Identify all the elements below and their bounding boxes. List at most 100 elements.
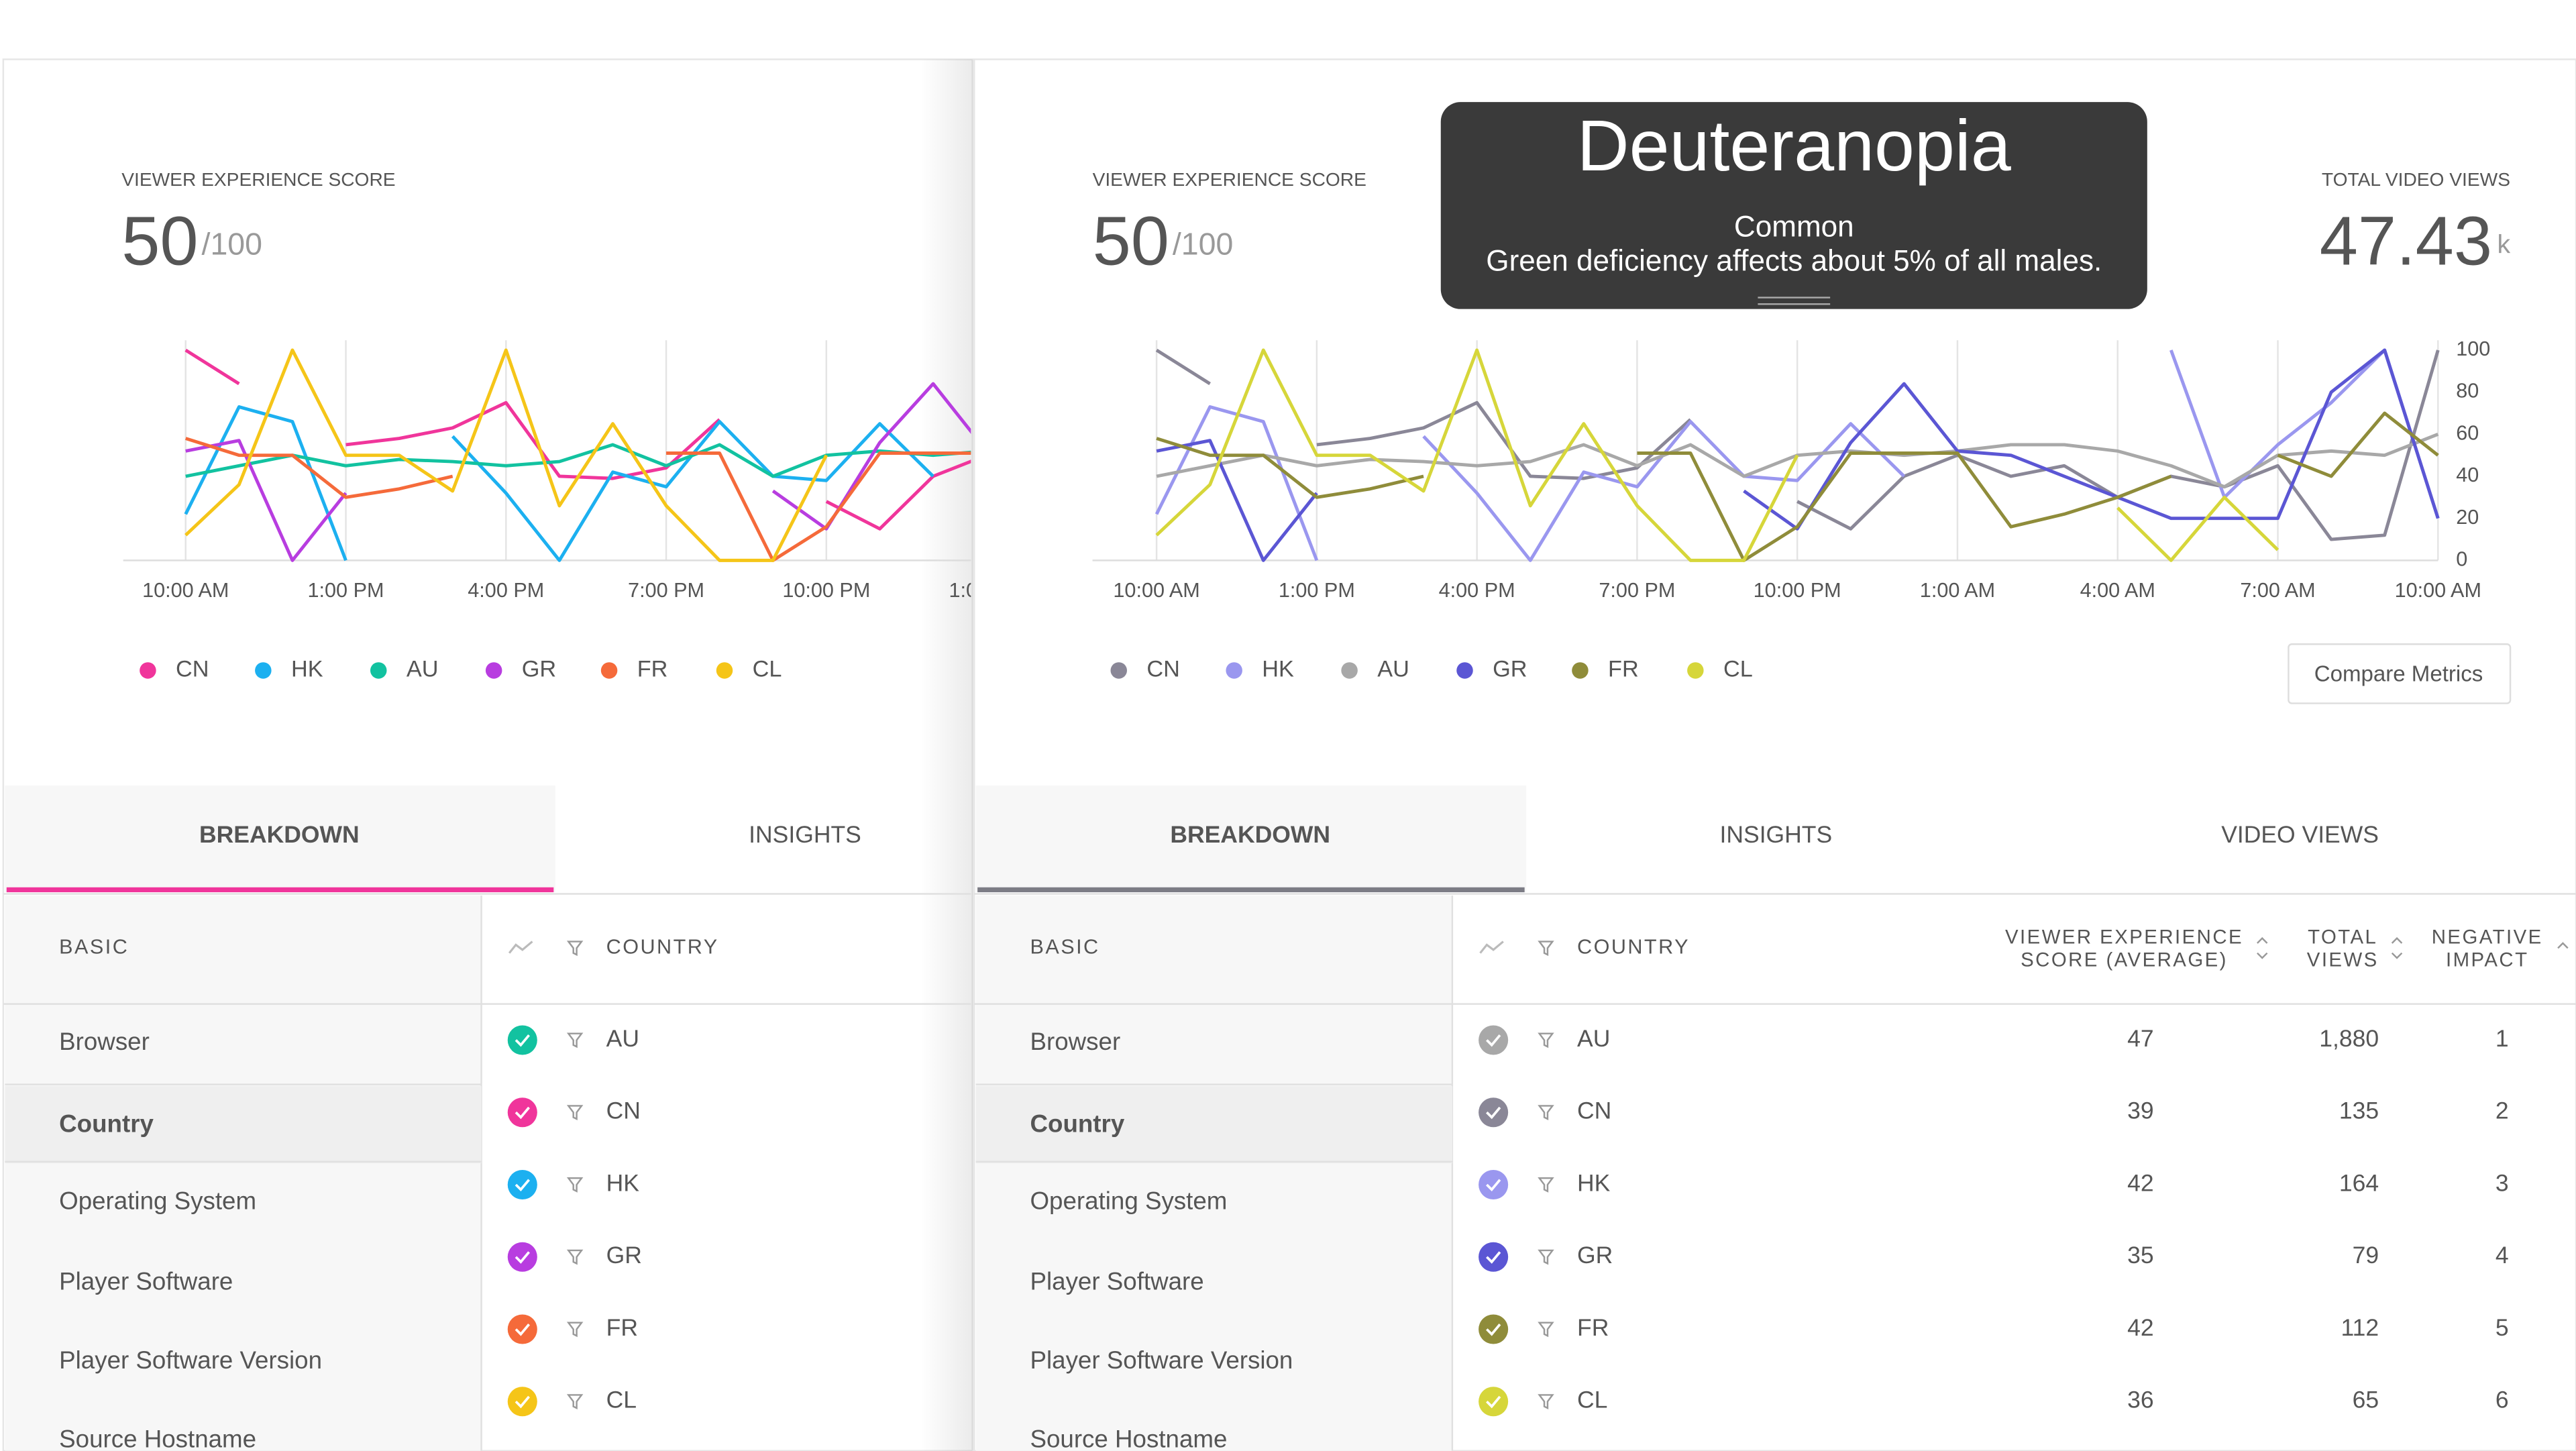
check-circle[interactable] bbox=[507, 1169, 537, 1200]
column-header[interactable]: NEGATIVE bbox=[2432, 926, 2543, 948]
check-mark bbox=[515, 1179, 530, 1192]
country: CN bbox=[606, 1097, 641, 1124]
legend-swatch bbox=[1456, 662, 1473, 679]
check-circle[interactable] bbox=[507, 1314, 537, 1344]
tab-bar bbox=[5, 785, 555, 893]
legend-swatch bbox=[370, 662, 387, 679]
check-circle[interactable] bbox=[1479, 1314, 1509, 1344]
filter-icon bbox=[566, 1032, 584, 1049]
tab[interactable]: BREAKDOWN bbox=[199, 821, 360, 848]
check-circle[interactable] bbox=[1479, 1025, 1509, 1055]
tooltip-subtitle: Common bbox=[1734, 210, 1854, 243]
compare-button-label[interactable]: Compare Metrics bbox=[2314, 662, 2483, 687]
check-circle[interactable] bbox=[1479, 1242, 1509, 1272]
country: GR bbox=[606, 1242, 642, 1269]
column-header[interactable]: SCORE (AVERAGE) bbox=[2021, 949, 2228, 971]
dimension[interactable]: Player Software bbox=[59, 1268, 233, 1295]
y-tick-label: 20 bbox=[2456, 506, 2479, 529]
column-header[interactable]: IMPACT bbox=[2446, 949, 2529, 971]
legend-swatch bbox=[716, 662, 733, 679]
legend-label: GR bbox=[1493, 657, 1527, 682]
check-mark bbox=[515, 1323, 530, 1336]
filter-icon bbox=[566, 1177, 584, 1193]
check-circle[interactable] bbox=[507, 1097, 537, 1128]
x-tick-label: 1:00 AM bbox=[1920, 579, 1995, 602]
filter-icon bbox=[1538, 1249, 1554, 1265]
left-content: VIEWER EXPERIENCE SCORE 50/100 10:00 AM 1:0… bbox=[3, 169, 971, 1451]
tab[interactable]: BREAKDOWN bbox=[1170, 821, 1330, 848]
filter-icon bbox=[1538, 941, 1554, 957]
impact-cell: 2 bbox=[2496, 1097, 2509, 1124]
check-circle[interactable] bbox=[507, 1242, 537, 1272]
dimension[interactable]: Player Software bbox=[1030, 1268, 1204, 1295]
dimension[interactable]: Country bbox=[1030, 1110, 1125, 1138]
score-value: 50 bbox=[121, 203, 198, 280]
x-tick-label: 10:00 AM bbox=[2395, 579, 2481, 602]
legend-label: HK bbox=[1262, 657, 1294, 682]
check-mark bbox=[1486, 1034, 1501, 1047]
series-line bbox=[1155, 348, 2279, 562]
check-mark bbox=[515, 1251, 530, 1264]
tab[interactable]: INSIGHTS bbox=[1720, 821, 1833, 848]
legend-swatch bbox=[1110, 662, 1127, 679]
check-circle[interactable] bbox=[1479, 1097, 1509, 1128]
dimension[interactable]: Browser bbox=[59, 1028, 150, 1055]
dimension[interactable]: Operating System bbox=[1030, 1187, 1228, 1215]
series-line bbox=[184, 348, 828, 562]
filter-icon bbox=[1538, 1177, 1554, 1193]
dimension[interactable]: Source Hostname bbox=[59, 1426, 256, 1451]
table-bg bbox=[5, 895, 482, 1451]
basic-header: BASIC bbox=[59, 935, 129, 958]
legend-label: HK bbox=[291, 657, 323, 682]
dimension[interactable]: Operating System bbox=[59, 1187, 256, 1215]
x-tick-label: 4:00 AM bbox=[2080, 579, 2155, 602]
tab[interactable]: INSIGHTS bbox=[749, 821, 861, 848]
y-tick-label: 40 bbox=[2456, 464, 2479, 486]
tab-bar bbox=[975, 785, 1527, 893]
check-circle[interactable] bbox=[507, 1025, 537, 1055]
tab[interactable]: VIDEO VIEWS bbox=[2221, 821, 2379, 848]
filter-icon bbox=[566, 941, 584, 957]
legend-label: CL bbox=[1723, 657, 1753, 682]
impact-cell: 1 bbox=[2496, 1025, 2509, 1052]
views-cell: 112 bbox=[2341, 1314, 2379, 1341]
check-circle[interactable] bbox=[507, 1387, 537, 1417]
basic-header: BASIC bbox=[1030, 935, 1100, 958]
series-line bbox=[1156, 411, 2439, 562]
check-mark bbox=[515, 1106, 530, 1120]
legend-label: CL bbox=[753, 657, 782, 682]
column-header[interactable]: VIEWS bbox=[2307, 949, 2379, 971]
dimension[interactable]: Player Software Version bbox=[1030, 1346, 1293, 1374]
impact-cell: 5 bbox=[2496, 1314, 2509, 1341]
country: CN bbox=[1577, 1097, 1611, 1124]
dimension[interactable]: Player Software Version bbox=[59, 1346, 322, 1374]
compare-button[interactable] bbox=[2288, 643, 2512, 704]
check-mark bbox=[1486, 1179, 1501, 1192]
filter-icon bbox=[566, 1249, 584, 1265]
legend-label: FR bbox=[637, 657, 668, 682]
column-header[interactable]: VIEWER EXPERIENCE bbox=[2005, 926, 2243, 948]
dimension[interactable]: Browser bbox=[1030, 1028, 1121, 1055]
dimension[interactable]: Source Hostname bbox=[1030, 1426, 1228, 1451]
sort-icon bbox=[2557, 942, 2569, 949]
check-circle[interactable] bbox=[1479, 1387, 1509, 1417]
dimension[interactable]: Country bbox=[59, 1110, 154, 1138]
x-tick-label: 7:00 PM bbox=[628, 579, 704, 602]
column-header[interactable]: TOTAL bbox=[2308, 926, 2377, 948]
table-bg bbox=[975, 895, 1452, 1451]
score-value: 50 bbox=[1093, 203, 1169, 280]
x-tick-label: 10:00 AM bbox=[142, 579, 229, 602]
country: AU bbox=[606, 1025, 639, 1052]
filter-icon bbox=[1538, 1394, 1554, 1410]
tab-underline bbox=[977, 887, 1525, 893]
country: AU bbox=[1577, 1025, 1610, 1052]
legend-label: AU bbox=[1377, 657, 1409, 682]
check-circle[interactable] bbox=[1479, 1169, 1509, 1200]
total-value: 47.43 bbox=[2320, 203, 2492, 280]
check-mark bbox=[1486, 1395, 1501, 1409]
trend-icon bbox=[1479, 941, 1504, 954]
filter-icon bbox=[1538, 1032, 1554, 1049]
